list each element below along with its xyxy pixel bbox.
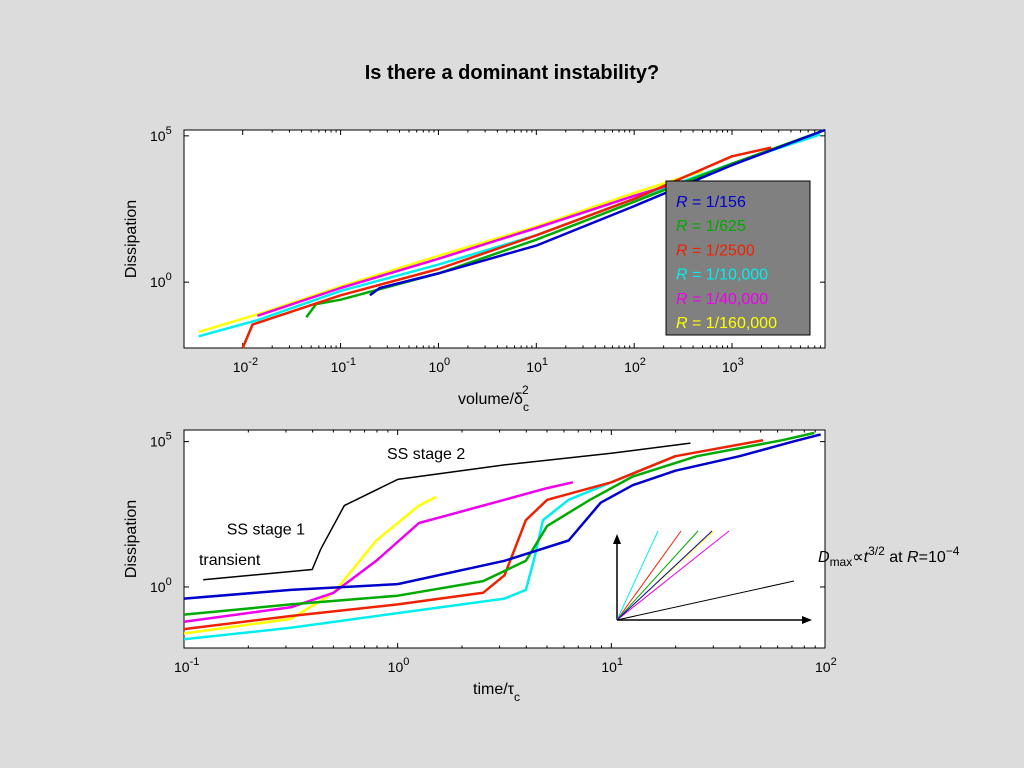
- legend-entry: R = 1/10,000: [676, 267, 768, 284]
- inset-slope-line: [616, 580, 795, 621]
- y-tick-label: 100: [150, 576, 172, 595]
- bottom-annotations: SS stage 2 SS stage 1 transient: [199, 442, 691, 581]
- series-line-5: [369, 128, 826, 297]
- bottom-series: [183, 431, 822, 641]
- slope-inset: [613, 530, 812, 624]
- series-line-4: [241, 146, 772, 349]
- series-line-1: [183, 495, 437, 635]
- inset-slope-line: [616, 530, 682, 621]
- bottom-x-axis-label: time/τc: [473, 681, 520, 704]
- inset-slope-line: [616, 530, 713, 621]
- legend-box: [665, 180, 811, 336]
- bottom-chart: 10-1 100 101 102 105 100 SS stage 2 SS stage 1…: [123, 429, 837, 704]
- x-tick-label: 103: [722, 356, 744, 375]
- annotation-label: SS stage 1: [227, 522, 305, 539]
- legend-entry: R = 1/2500: [676, 242, 755, 259]
- x-tick-label: 101: [601, 656, 623, 675]
- x-tick-label: 102: [815, 656, 837, 675]
- y-tick-label: 100: [150, 271, 172, 290]
- stage-curve: [203, 442, 691, 581]
- inset-x-arrow: [802, 616, 812, 624]
- series-line-3: [183, 438, 764, 631]
- x-tick-label: 100: [388, 656, 410, 675]
- legend-entry: R = 1/160,000: [676, 315, 777, 332]
- x-tick-label: 102: [624, 356, 646, 375]
- inset-slope-line: [616, 530, 730, 621]
- legend-entry: R = 1/625: [676, 218, 746, 235]
- bottom-plot-area: [183, 429, 826, 649]
- x-tick-label: 100: [428, 356, 450, 375]
- series-line-4: [183, 431, 815, 616]
- top-x-axis-label: volume/δc2: [458, 383, 529, 414]
- annotation-label: transient: [199, 552, 261, 569]
- bottom-y-axis-label: Dissipation: [123, 500, 140, 578]
- x-tick-label: 10-1: [331, 356, 356, 375]
- x-tick-label: 10-2: [233, 356, 258, 375]
- top-y-axis-label: Dissipation: [123, 200, 140, 278]
- series-line-5: [183, 433, 822, 600]
- legend-entry: R = 1/40,000: [676, 291, 768, 308]
- inset-slope-line: [616, 530, 659, 621]
- x-tick-label: 10-1: [174, 656, 199, 675]
- y-tick-label: 105: [150, 125, 172, 144]
- dmax-formula: Dmax∝t3/2 at R=10−4: [818, 544, 960, 569]
- top-series: [198, 128, 826, 349]
- slide-title: Is there a dominant instability?: [364, 62, 660, 84]
- top-legend: R = 1/156 R = 1/625 R = 1/2500 R = 1/10,000…: [665, 180, 811, 336]
- inset-y-arrow: [613, 534, 621, 544]
- bottom-ticks: 10-1 100 101 102 105 100: [150, 430, 837, 675]
- inset-slope-line: [616, 530, 699, 621]
- legend-entry: R = 1/156: [676, 194, 746, 211]
- annotation-label: SS stage 2: [387, 446, 465, 463]
- x-tick-label: 101: [526, 356, 548, 375]
- y-tick-label: 105: [150, 431, 172, 450]
- series-line-2: [257, 180, 684, 317]
- series-line-0: [183, 455, 676, 641]
